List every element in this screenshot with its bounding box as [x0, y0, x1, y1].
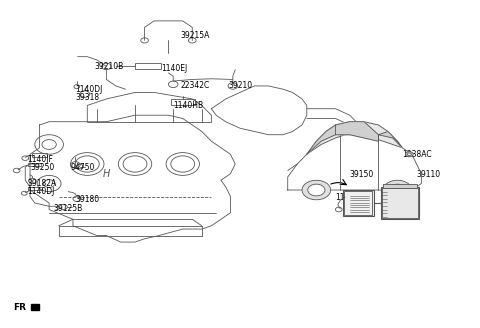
Polygon shape — [336, 122, 378, 141]
Bar — [344, 191, 372, 215]
Bar — [381, 187, 419, 219]
Text: FR: FR — [13, 303, 26, 312]
Bar — [171, 99, 195, 105]
Polygon shape — [211, 86, 307, 135]
Text: 1338AC: 1338AC — [402, 150, 432, 159]
Text: 22342C: 22342C — [180, 81, 210, 91]
Bar — [383, 184, 417, 188]
Text: 1140DJ: 1140DJ — [28, 187, 55, 196]
Text: 1140DJ: 1140DJ — [75, 85, 103, 94]
Polygon shape — [307, 122, 402, 154]
Polygon shape — [87, 92, 211, 122]
Bar — [28, 163, 41, 166]
Text: 94750: 94750 — [71, 163, 95, 172]
Circle shape — [308, 184, 325, 196]
Text: 39150: 39150 — [350, 170, 374, 179]
Bar — [135, 63, 161, 69]
Polygon shape — [355, 148, 383, 180]
Text: 39215A: 39215A — [180, 31, 210, 40]
Text: 1140FY: 1140FY — [336, 193, 364, 202]
Circle shape — [408, 153, 411, 155]
Text: 1140EJ: 1140EJ — [161, 64, 188, 72]
Circle shape — [383, 180, 412, 200]
Text: 1140JF: 1140JF — [28, 154, 53, 164]
Text: 39125B: 39125B — [54, 204, 83, 213]
Circle shape — [302, 180, 331, 200]
Polygon shape — [32, 304, 38, 310]
Bar — [33, 153, 47, 156]
Text: H: H — [103, 169, 110, 179]
Text: 39182A: 39182A — [28, 179, 57, 188]
Text: 39180: 39180 — [75, 195, 99, 204]
Text: 39250: 39250 — [30, 163, 54, 172]
Text: 39210: 39210 — [228, 81, 252, 91]
Bar — [382, 188, 418, 218]
Bar — [343, 190, 373, 216]
Polygon shape — [30, 115, 235, 242]
Text: 39318: 39318 — [75, 93, 99, 102]
Circle shape — [389, 184, 406, 196]
Circle shape — [406, 152, 413, 157]
Polygon shape — [307, 125, 336, 154]
Text: 1140HB: 1140HB — [173, 101, 204, 110]
Text: 39210B: 39210B — [95, 62, 124, 71]
Polygon shape — [288, 135, 421, 190]
Bar — [28, 187, 42, 190]
Text: 39110: 39110 — [417, 170, 441, 179]
Polygon shape — [378, 132, 402, 148]
